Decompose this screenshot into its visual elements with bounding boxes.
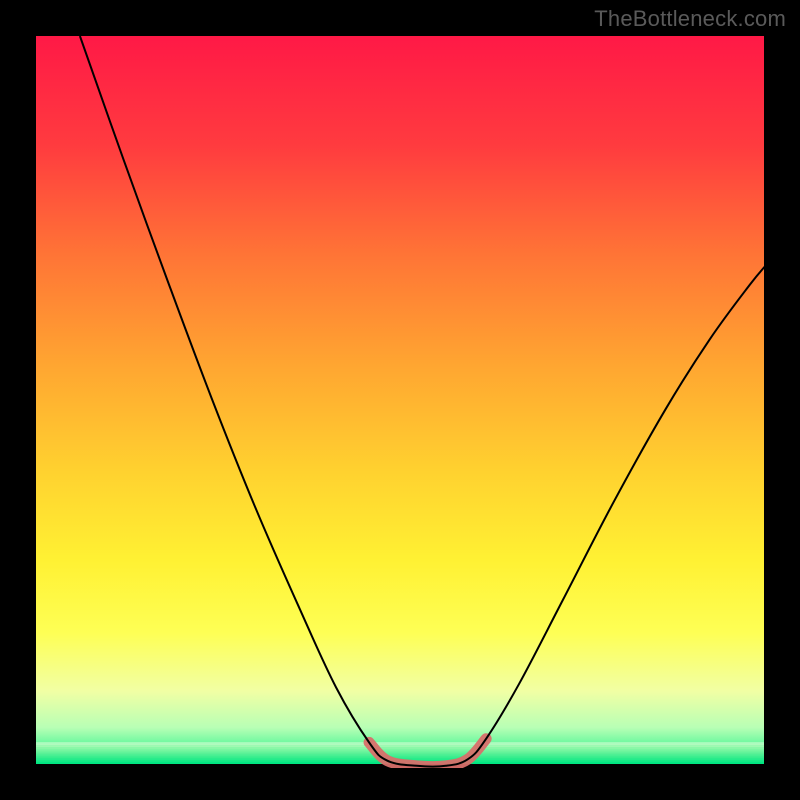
bottleneck-curve <box>36 36 768 768</box>
chart-plot-area <box>34 34 766 766</box>
watermark-text: TheBottleneck.com <box>594 6 786 32</box>
curve-line <box>80 36 768 767</box>
optimal-range-highlight <box>369 739 486 767</box>
